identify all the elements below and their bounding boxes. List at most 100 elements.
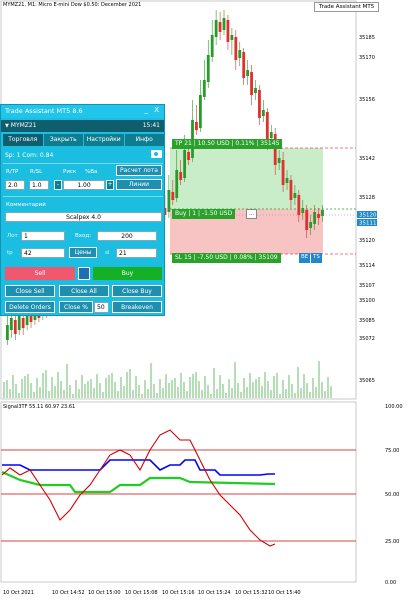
close-percent-input[interactable]: 50 bbox=[94, 302, 109, 313]
candle-body bbox=[25, 310, 29, 325]
sell-button[interactable]: Sell bbox=[5, 267, 75, 280]
tab-close[interactable]: Закрыть bbox=[43, 134, 83, 146]
panel-titlebar[interactable]: Trade Assistant MT5 8.6 _ X bbox=[1, 105, 164, 118]
comment-label: Комментарий bbox=[6, 202, 46, 208]
candle-body bbox=[301, 208, 305, 213]
delete-orders-button[interactable]: Delete Orders bbox=[5, 301, 55, 313]
tab-trade[interactable]: Торговля bbox=[3, 134, 43, 146]
price-axis-label: 35100 bbox=[359, 298, 375, 304]
buy-price-tag-text: 35120 bbox=[359, 213, 377, 219]
chart-title: MYMZ21, M1: Micro E-mini Dow $0.50: Dece… bbox=[3, 2, 142, 8]
rsl-input[interactable]: 1.0 bbox=[29, 180, 49, 190]
risk-label: Риск bbox=[63, 169, 77, 175]
buy-options-button[interactable]: ... bbox=[246, 209, 258, 219]
trailing-stop-button[interactable]: TS bbox=[311, 253, 322, 263]
spread-commission: Sp: 1 Com: 0.84 bbox=[5, 152, 54, 159]
osc-blue-line bbox=[2, 459, 275, 476]
osc-axis-75: 75.00 bbox=[385, 448, 399, 454]
risk-plus-button[interactable]: + bbox=[106, 180, 114, 190]
sl-level-label[interactable]: SL 15 | -7.50 USD | 0.08% | 35109 bbox=[172, 253, 281, 263]
collapse-triangle-icon[interactable]: ▼ bbox=[5, 123, 9, 129]
osc-axis-0: 0.00 bbox=[385, 580, 396, 586]
price-axis-label: 35156 bbox=[359, 97, 375, 103]
panel-symbol: MYMZ21 bbox=[10, 122, 37, 129]
toggle-button[interactable] bbox=[78, 267, 90, 280]
trade-assistant-badge[interactable]: Trade Assistant MT5 bbox=[314, 2, 380, 12]
candle-body bbox=[313, 212, 316, 224]
candle-body bbox=[273, 134, 277, 165]
panel-symbol-bar[interactable]: ▼ MYMZ21 15:41 bbox=[1, 120, 164, 132]
lot-input[interactable]: 1 bbox=[21, 231, 65, 241]
osc-axis-50: 50.00 bbox=[385, 492, 399, 498]
candle-body bbox=[261, 110, 265, 116]
candle-body bbox=[6, 325, 9, 340]
tp-level-label[interactable]: TP 21 | 10.50 USD | 0.11% | 35145 bbox=[172, 139, 283, 149]
sl-input[interactable]: 21 bbox=[116, 248, 157, 258]
candle-body bbox=[269, 132, 273, 138]
price-axis-label: 35107 bbox=[359, 283, 375, 289]
candle-body bbox=[230, 35, 234, 40]
time-label-6: 10 Oct 15:32 bbox=[235, 590, 268, 596]
rtp-input[interactable]: 2.0 bbox=[5, 180, 25, 190]
candle-body bbox=[187, 152, 190, 160]
candle-body bbox=[309, 222, 313, 228]
entry-input[interactable]: 200 bbox=[97, 231, 157, 241]
time-label-2: 10 Oct 15:00 bbox=[88, 590, 121, 596]
osc-axis-25: 25.00 bbox=[385, 539, 399, 545]
current-price-tag-text: 35111 bbox=[359, 221, 377, 227]
rsl-label: R/SL bbox=[30, 169, 43, 175]
lines-button[interactable]: Линии bbox=[116, 179, 162, 190]
calc-lot-button[interactable]: Расчет лота bbox=[116, 165, 162, 176]
candle-body bbox=[21, 318, 25, 328]
breakeven-button[interactable]: BE bbox=[299, 253, 311, 263]
risk-minus-button[interactable]: - bbox=[54, 180, 62, 190]
time-label-7: 10 Oct 15:40 bbox=[268, 590, 301, 596]
camera-icon[interactable] bbox=[151, 150, 162, 158]
candle-body bbox=[265, 112, 269, 140]
close-icon[interactable]: X bbox=[154, 106, 159, 114]
candle-body bbox=[289, 180, 293, 200]
tab-info[interactable]: Инфо bbox=[124, 134, 164, 146]
candle-body bbox=[17, 315, 21, 330]
buy-level-label[interactable]: Buy | 1 | -1.50 USD bbox=[172, 209, 236, 219]
balance-pct-label: %Ba bbox=[85, 169, 98, 175]
candle-body bbox=[285, 178, 289, 183]
candle-body bbox=[214, 20, 218, 37]
close-buy-button[interactable]: Close Buy bbox=[112, 285, 162, 297]
candle-body bbox=[317, 214, 320, 218]
risk-input[interactable]: 1.00 bbox=[63, 180, 105, 190]
price-axis-label: 35114 bbox=[359, 263, 375, 269]
price-axis-label: 35128 bbox=[359, 195, 375, 201]
candle-body bbox=[218, 22, 222, 32]
candle-body bbox=[305, 210, 309, 230]
close-percent-button[interactable]: Close % bbox=[59, 301, 93, 313]
candle-body bbox=[206, 55, 210, 82]
candle-body bbox=[13, 320, 17, 334]
candle-body bbox=[250, 72, 253, 95]
close-sell-button[interactable]: Close Sell bbox=[5, 285, 55, 297]
time-label-3: 10 Oct 15:08 bbox=[125, 590, 158, 596]
price-axis-label: 35142 bbox=[359, 156, 375, 162]
candle-body bbox=[321, 210, 324, 216]
trade-assistant-panel: Trade Assistant MT5 8.6 _ X ▼ MYMZ21 15:… bbox=[0, 104, 165, 316]
tp-label: tp bbox=[7, 250, 13, 256]
prices-button[interactable]: Цены bbox=[69, 247, 97, 258]
candle-body bbox=[202, 80, 206, 97]
candle-body bbox=[179, 172, 183, 180]
tab-settings[interactable]: Настройки bbox=[84, 134, 124, 146]
tp-input[interactable]: 42 bbox=[21, 248, 65, 258]
indicator-frame bbox=[0, 401, 357, 583]
candle-body bbox=[246, 70, 250, 76]
volume-bars bbox=[3, 361, 332, 398]
breakeven-panel-button[interactable]: Breakeven bbox=[112, 301, 162, 313]
entry-label: Вход: bbox=[75, 233, 92, 239]
close-all-button[interactable]: Close All bbox=[59, 285, 109, 297]
buy-button[interactable]: Buy bbox=[93, 267, 162, 280]
sl-label: sl bbox=[105, 250, 110, 256]
candle-body bbox=[293, 193, 297, 198]
comment-input[interactable]: Scalpex 4.0 bbox=[5, 212, 162, 222]
candle-body bbox=[254, 88, 257, 93]
panel-tabs: Торговля Закрыть Настройки Инфо bbox=[3, 134, 164, 146]
minimize-icon[interactable]: _ bbox=[144, 106, 149, 114]
